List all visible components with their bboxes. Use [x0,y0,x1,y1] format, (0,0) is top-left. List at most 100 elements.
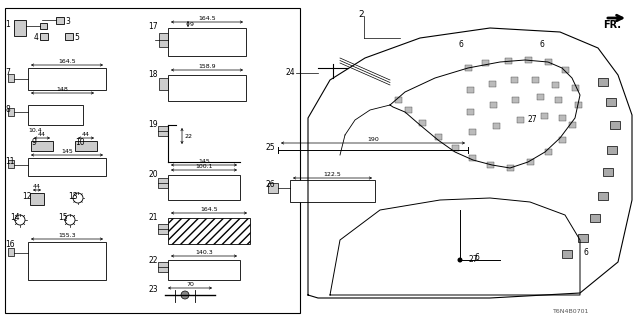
Bar [28,68,106,90]
Text: 164.5: 164.5 [198,15,216,20]
Text: 16: 16 [5,240,15,249]
Text: 145: 145 [61,148,73,154]
Bar [395,97,402,103]
Bar [56,17,64,24]
Text: 122.5: 122.5 [324,172,341,177]
Text: 14: 14 [10,213,20,222]
Bar [552,82,559,88]
Text: 44: 44 [33,183,41,188]
Bar [158,262,168,272]
Bar [469,155,476,161]
Text: 15: 15 [58,213,68,222]
Text: 145: 145 [198,158,210,164]
Bar [159,78,168,90]
Text: 158.9: 158.9 [198,63,216,68]
Text: 44: 44 [82,132,90,137]
Bar [435,134,442,140]
Bar [467,109,474,115]
Bar [527,159,534,165]
Bar [158,224,168,234]
Bar [559,115,566,121]
Bar [8,248,14,256]
Bar [487,162,494,168]
Text: 8: 8 [5,105,10,114]
Bar [168,28,246,56]
Text: 70: 70 [186,282,194,286]
Bar [590,214,600,222]
Bar [578,234,588,242]
Bar [562,67,569,73]
Bar [28,242,106,280]
Text: 100.1: 100.1 [195,164,212,169]
Bar [452,145,459,151]
Text: 27: 27 [468,255,477,264]
Text: 22: 22 [148,256,157,265]
Bar [290,180,375,202]
Bar [419,120,426,126]
Text: 164.5: 164.5 [58,59,76,63]
Bar [465,65,472,71]
Text: FR.: FR. [603,20,621,30]
Text: 140.3: 140.3 [195,250,213,254]
Text: 44: 44 [38,132,46,137]
Bar [30,193,44,205]
Bar [31,141,53,151]
Bar [14,20,26,36]
Text: 11: 11 [5,157,15,166]
Bar [559,137,566,143]
Text: 18: 18 [148,70,157,79]
Bar [512,97,519,103]
Bar [469,129,476,135]
Bar [268,183,278,193]
Text: 6: 6 [474,253,479,262]
Bar [532,77,539,83]
Text: 148: 148 [56,86,68,92]
Text: 4: 4 [34,33,39,42]
Bar [40,23,47,29]
Text: 6: 6 [458,40,463,49]
Text: 9: 9 [190,21,194,27]
Text: 27: 27 [528,115,538,124]
Bar [65,33,73,40]
Text: 25: 25 [265,143,275,152]
Text: 155.3: 155.3 [58,233,76,237]
Text: 190: 190 [367,137,379,141]
Text: 22: 22 [184,133,192,139]
Bar [606,98,616,106]
Bar [5,8,300,313]
Circle shape [458,258,463,262]
Bar [159,33,168,47]
Bar [569,122,576,128]
Text: 23: 23 [148,285,157,294]
Text: 6: 6 [583,248,588,257]
Bar [598,192,608,200]
Bar [405,107,412,113]
Bar [40,33,48,40]
Text: 5: 5 [74,33,79,42]
Bar [8,108,14,116]
Bar [603,168,613,176]
Bar [8,74,14,82]
Text: 19: 19 [148,120,157,129]
Bar [545,59,552,65]
Bar [490,102,497,108]
Text: 1: 1 [5,20,10,29]
Text: 21: 21 [148,213,157,222]
Bar [507,165,514,171]
Text: T6N4B0701: T6N4B0701 [553,309,589,314]
Bar [493,123,500,129]
Bar [545,149,552,155]
Bar [168,260,240,280]
Text: 3: 3 [65,17,70,26]
Text: 12: 12 [22,192,31,201]
Bar [541,113,548,119]
Text: 6: 6 [540,40,545,49]
Circle shape [181,291,189,299]
Bar [505,58,512,64]
Bar [555,97,562,103]
Bar [525,57,532,63]
Bar [489,81,496,87]
Bar [158,126,168,136]
Text: 20: 20 [148,170,157,179]
Text: 2: 2 [358,10,364,19]
